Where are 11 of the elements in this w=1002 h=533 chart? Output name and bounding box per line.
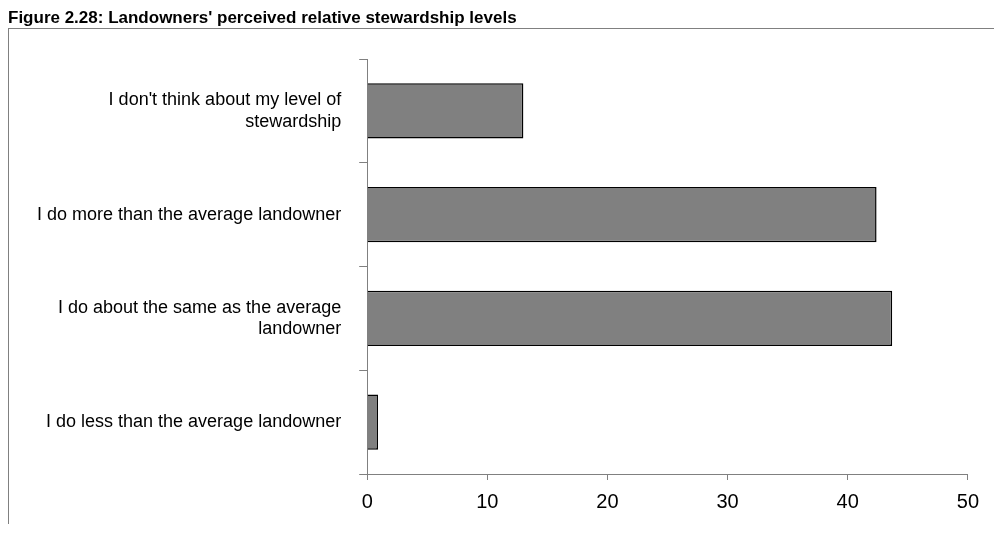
y-tick-label: I do more than the average landowner [37, 203, 342, 224]
x-tick-label: 30 [716, 489, 739, 512]
x-tick-label: 50 [956, 489, 979, 512]
y-tick-label: I don't think about my level of stewardship [108, 89, 343, 131]
x-tick-label: 10 [476, 489, 499, 512]
x-tick-label: 20 [596, 489, 619, 512]
x-tick-label: 0 [361, 489, 373, 512]
chart-title: Figure 2.28: Landowners' perceived relative stewardship levels [8, 8, 518, 28]
y-tick-label: I do about the same as the average landowner [58, 296, 342, 339]
x-tick-label: 40 [836, 489, 859, 512]
y-tick-label: I do less than the average landowner [46, 411, 342, 432]
